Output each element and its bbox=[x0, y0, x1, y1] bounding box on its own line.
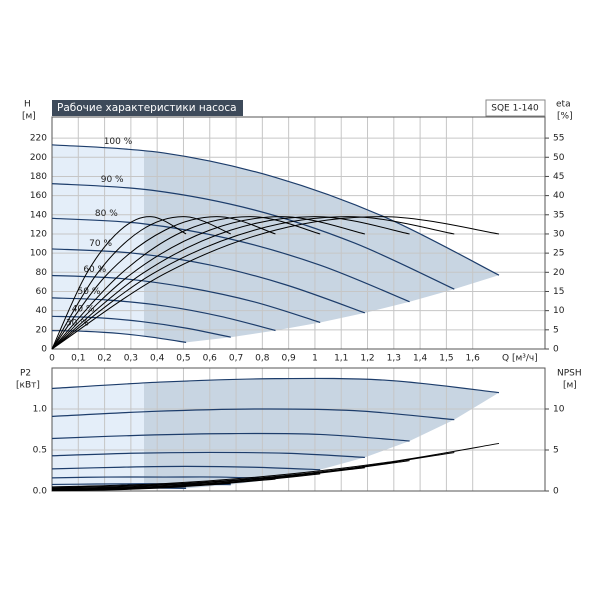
speed-label: 60 % bbox=[83, 265, 106, 275]
y-tick-label: 80 bbox=[36, 268, 48, 278]
y2-tick-label: 35 bbox=[553, 210, 564, 220]
speed-label: 80 % bbox=[95, 209, 118, 219]
secondary-curve bbox=[51, 216, 231, 350]
y2-tick-label: 0 bbox=[553, 487, 559, 497]
secondary-curve bbox=[51, 216, 455, 350]
x-tick-label: 0,4 bbox=[150, 354, 165, 364]
secondary-curve bbox=[51, 216, 187, 350]
x-tick-label: 0,6 bbox=[203, 354, 218, 364]
secondary-curve bbox=[51, 216, 365, 350]
y-tick-label: 200 bbox=[30, 153, 47, 163]
y2-tick-label: 10 bbox=[553, 405, 565, 415]
x-tick-label: 0,8 bbox=[255, 354, 270, 364]
x-tick-label: 1,5 bbox=[439, 354, 453, 364]
y-tick-label: 40 bbox=[36, 306, 48, 316]
model-label: SQE 1-140 bbox=[491, 104, 539, 114]
x-tick-label: 0,2 bbox=[97, 354, 111, 364]
title-box bbox=[52, 100, 243, 116]
y-tick-label: 180 bbox=[30, 172, 47, 182]
y2-axis-unit: [%] bbox=[557, 112, 573, 122]
performance-curve bbox=[51, 408, 455, 421]
operating-region bbox=[52, 144, 145, 337]
x-tick-label: 1,3 bbox=[387, 354, 401, 364]
y2-tick-label: 15 bbox=[553, 287, 564, 297]
y2-tick-label: 50 bbox=[553, 153, 565, 163]
chart-title: Рабочие характеристики насоса bbox=[57, 102, 237, 114]
performance-curve bbox=[51, 217, 410, 303]
x-tick-label: 0,3 bbox=[124, 354, 138, 364]
y2-tick-label: 30 bbox=[553, 229, 565, 239]
y-axis-label: H bbox=[24, 100, 31, 110]
y2-tick-label: 25 bbox=[553, 249, 564, 259]
performance-curve bbox=[51, 274, 321, 324]
y2-tick-label: 20 bbox=[553, 268, 565, 278]
secondary-curve bbox=[51, 216, 500, 350]
speed-label: 90 % bbox=[101, 175, 124, 185]
y-tick-label: 160 bbox=[30, 191, 47, 201]
y2-tick-label: 5 bbox=[553, 325, 559, 335]
operating-region bbox=[144, 378, 499, 489]
speed-label: 100 % bbox=[104, 137, 133, 147]
y-tick-label: 100 bbox=[30, 249, 47, 259]
x-tick-label: 0,1 bbox=[71, 354, 85, 364]
y2-axis-label: NPSH bbox=[557, 369, 582, 379]
x-tick-label: 1 bbox=[312, 354, 318, 364]
performance-curve bbox=[51, 377, 500, 394]
secondary-curve bbox=[51, 451, 455, 489]
x-tick-label: 0,9 bbox=[281, 354, 296, 364]
y-tick-label: 20 bbox=[36, 325, 48, 335]
y2-tick-label: 55 bbox=[553, 134, 564, 144]
y-tick-label: 0 bbox=[41, 345, 47, 355]
performance-curve bbox=[51, 183, 455, 290]
x-tick-label: 1,2 bbox=[360, 354, 374, 364]
secondary-curve bbox=[51, 216, 321, 350]
x-tick-label: 0,7 bbox=[229, 354, 243, 364]
performance-curve bbox=[51, 465, 321, 471]
performance-curve bbox=[51, 315, 231, 338]
performance-curve bbox=[51, 476, 276, 480]
speed-label: 50 % bbox=[78, 287, 101, 297]
y2-tick-label: 10 bbox=[553, 306, 565, 316]
x-tick-label: 0 bbox=[49, 354, 55, 364]
y2-axis-label: eta bbox=[556, 100, 571, 110]
plot-frame bbox=[51, 367, 546, 492]
performance-curve bbox=[51, 248, 366, 314]
secondary-curve bbox=[51, 442, 500, 488]
secondary-curve bbox=[51, 460, 410, 489]
performance-curve bbox=[51, 297, 276, 332]
x-tick-label: 0,5 bbox=[176, 354, 190, 364]
plot-frame bbox=[51, 116, 546, 350]
x-tick-label: 1,1 bbox=[334, 354, 348, 364]
y-tick-label: 1.0 bbox=[33, 405, 48, 415]
operating-region bbox=[144, 150, 499, 343]
x-tick-label: 1,6 bbox=[466, 354, 481, 364]
performance-curve bbox=[51, 451, 365, 458]
y-tick-label: 0.0 bbox=[33, 487, 48, 497]
y-tick-label: 60 bbox=[36, 287, 48, 297]
y-tick-label: 0.5 bbox=[33, 446, 47, 456]
x-axis-label: Q [м³/ч] bbox=[502, 354, 538, 364]
y-axis-label: P2 bbox=[20, 369, 31, 379]
performance-curve bbox=[51, 144, 500, 276]
secondary-curve bbox=[51, 216, 276, 350]
y2-tick-label: 45 bbox=[553, 172, 564, 182]
secondary-curve bbox=[51, 467, 365, 490]
y2-axis-unit: [м] bbox=[563, 381, 577, 391]
y-axis-unit: [кВт] bbox=[16, 381, 40, 391]
y2-tick-label: 40 bbox=[553, 191, 565, 201]
secondary-curve bbox=[51, 486, 187, 492]
y2-tick-label: 5 bbox=[553, 446, 559, 456]
speed-label: 40 % bbox=[72, 305, 95, 315]
performance-curve bbox=[51, 432, 410, 442]
y2-tick-label: 0 bbox=[553, 345, 559, 355]
secondary-curve bbox=[51, 216, 410, 350]
x-tick-label: 1,4 bbox=[413, 354, 428, 364]
y-tick-label: 120 bbox=[30, 229, 47, 239]
model-box bbox=[485, 99, 546, 117]
y-axis-unit: [м] bbox=[22, 112, 36, 122]
y-tick-label: 140 bbox=[30, 210, 47, 220]
speed-label: 70 % bbox=[89, 239, 112, 249]
y-tick-label: 220 bbox=[30, 134, 47, 144]
